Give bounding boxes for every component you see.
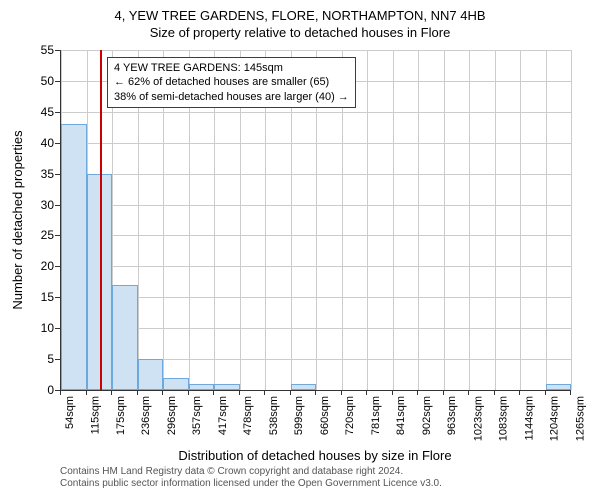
x-tick-label: 1144sqm (523, 396, 535, 440)
gridline-v (393, 50, 394, 390)
infobox-line: 4 YEW TREE GARDENS: 145sqm (114, 61, 349, 75)
y-tick-label: 40 (41, 136, 54, 150)
y-tick-label: 0 (47, 383, 54, 397)
x-tick-mark (315, 390, 316, 395)
x-tick-label: 54sqm (64, 396, 76, 429)
x-tick-mark (239, 390, 240, 395)
x-tick-mark (264, 390, 265, 395)
x-tick-label: 236sqm (141, 396, 153, 435)
x-tick-mark (468, 390, 469, 395)
x-tick-label: 902sqm (421, 396, 433, 435)
x-tick-mark (60, 390, 61, 395)
x-tick-label: 538sqm (268, 396, 280, 435)
gridline-v (495, 50, 496, 390)
x-tick-mark (570, 390, 571, 395)
footer-line1: Contains HM Land Registry data © Crown c… (60, 466, 442, 478)
x-tick-label: 963sqm (447, 396, 459, 435)
histogram-bar (61, 124, 87, 390)
x-tick-label: 1265sqm (574, 396, 586, 441)
x-tick-mark (290, 390, 291, 395)
chart-container: 4, YEW TREE GARDENS, FLORE, NORTHAMPTON,… (0, 0, 600, 500)
y-tick-label: 30 (41, 198, 54, 212)
infobox: 4 YEW TREE GARDENS: 145sqm← 62% of detac… (107, 57, 356, 108)
x-tick-mark (417, 390, 418, 395)
x-tick-label: 1083sqm (498, 396, 510, 441)
histogram-bar (112, 285, 138, 390)
x-tick-label: 115sqm (90, 396, 102, 434)
x-tick-mark (366, 390, 367, 395)
x-tick-label: 1023sqm (472, 396, 484, 441)
y-tick-label: 15 (41, 290, 54, 304)
x-tick-label: 599sqm (294, 396, 306, 435)
marker-line (100, 50, 102, 390)
histogram-bar (138, 359, 164, 390)
y-axis: 0510152025303540455055 (0, 50, 58, 390)
gridline-v (520, 50, 521, 390)
x-axis-label: Distribution of detached houses by size … (60, 448, 570, 463)
gridline-v (418, 50, 419, 390)
x-tick-mark (494, 390, 495, 395)
gridline-v (444, 50, 445, 390)
y-tick-label: 45 (41, 105, 54, 119)
chart-title-sub: Size of property relative to detached ho… (0, 23, 600, 40)
histogram-bar (163, 378, 189, 390)
plot-area: 4 YEW TREE GARDENS: 145sqm← 62% of detac… (60, 50, 571, 391)
y-tick-label: 55 (41, 43, 54, 57)
chart-title-main: 4, YEW TREE GARDENS, FLORE, NORTHAMPTON,… (0, 0, 600, 23)
x-tick-label: 841sqm (396, 396, 408, 435)
x-tick-label: 175sqm (115, 396, 127, 435)
y-tick-label: 25 (41, 228, 54, 242)
x-tick-label: 478sqm (243, 396, 255, 435)
x-tick-mark (137, 390, 138, 395)
x-tick-mark (86, 390, 87, 395)
gridline-v (571, 50, 572, 390)
y-tick-label: 5 (47, 352, 54, 366)
infobox-line: ← 62% of detached houses are smaller (65… (114, 75, 349, 89)
x-tick-mark (111, 390, 112, 395)
y-tick-label: 20 (41, 259, 54, 273)
x-tick-mark (443, 390, 444, 395)
infobox-line: 38% of semi-detached houses are larger (… (114, 90, 349, 104)
x-tick-label: 660sqm (319, 396, 331, 435)
x-tick-label: 357sqm (192, 396, 204, 435)
x-tick-mark (213, 390, 214, 395)
gridline-v (367, 50, 368, 390)
y-tick-label: 50 (41, 74, 54, 88)
gridline-v (546, 50, 547, 390)
y-tick-label: 10 (41, 321, 54, 335)
gridline-v (469, 50, 470, 390)
x-tick-label: 720sqm (345, 396, 357, 435)
footer: Contains HM Land Registry data © Crown c… (60, 466, 442, 490)
x-tick-label: 296sqm (166, 396, 178, 435)
x-tick-mark (188, 390, 189, 395)
x-tick-label: 417sqm (217, 396, 229, 435)
x-tick-label: 1204sqm (549, 396, 561, 441)
x-tick-mark (545, 390, 546, 395)
x-tick-mark (341, 390, 342, 395)
x-tick-mark (162, 390, 163, 395)
x-tick-mark (519, 390, 520, 395)
y-tick-label: 35 (41, 167, 54, 181)
footer-line2: Contains public sector information licen… (60, 478, 442, 490)
x-tick-label: 781sqm (370, 396, 382, 435)
x-tick-mark (392, 390, 393, 395)
